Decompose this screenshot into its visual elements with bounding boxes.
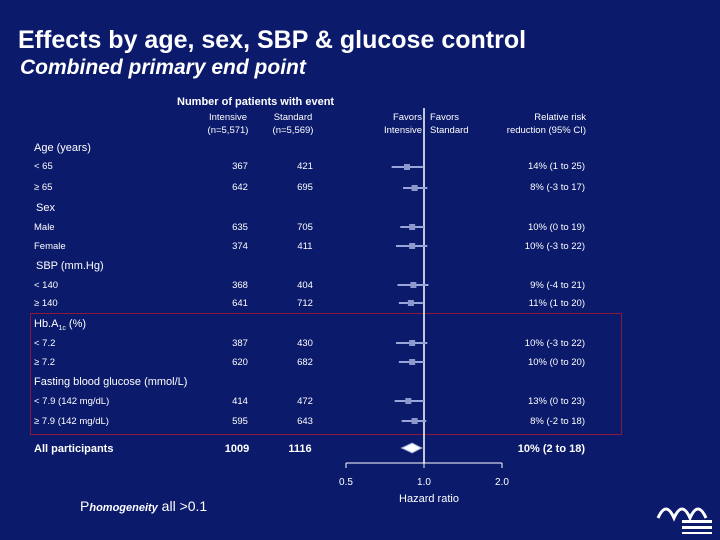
footnote-p: P	[80, 498, 90, 514]
hr-point	[411, 185, 418, 191]
hr-point	[409, 359, 416, 365]
row-rr: 9% (-4 to 21)	[530, 280, 585, 291]
hba1c-highlight-box	[30, 313, 622, 435]
row-standard-count: 712	[297, 298, 313, 309]
row-label: Male	[34, 222, 55, 233]
page-subtitle: Combined primary end point	[20, 56, 306, 79]
row-label: < 7.9 (142 mg/dL)	[34, 396, 110, 407]
row-intensive-count: 387	[232, 338, 248, 349]
overall-intensive-count: 1009	[224, 443, 250, 455]
row-standard-count: 421	[297, 161, 313, 172]
intensive-column-header: Intensive (n=5,571)	[198, 111, 258, 137]
standard-label: Standard	[273, 112, 313, 123]
section-hba1c: Hb.A1c (%)	[34, 318, 86, 332]
page-title: Effects by age, sex, SBP & glucose contr…	[18, 26, 527, 54]
row-rr: 10% (0 to 19)	[527, 222, 585, 233]
row-rr: 10% (0 to 20)	[527, 357, 585, 368]
x-tick-label: 0.5	[339, 477, 353, 488]
row-rr: 14% (1 to 25)	[527, 161, 585, 172]
hr-point	[409, 243, 416, 249]
row-label: ≥ 140	[34, 298, 58, 309]
favors-standard-line1: Favors	[430, 112, 460, 123]
standard-n: (n=5,569)	[272, 125, 314, 136]
section-sbp: SBP (mm.Hg)	[36, 260, 104, 272]
footnote-sub: homogeneity	[89, 502, 158, 514]
row-label: ≥ 7.2	[34, 357, 56, 368]
rr-label-line2: reduction (95% CI)	[506, 125, 586, 136]
favors-intensive-header: Favors Intensive	[370, 111, 422, 137]
row-standard-count: 404	[297, 280, 313, 291]
row-standard-count: 472	[297, 396, 313, 407]
hba1c-unit: (%)	[65, 318, 87, 330]
favors-standard-line2: Standard	[430, 125, 469, 136]
hba1c-sub: 1c	[58, 325, 66, 333]
row-standard-count: 695	[297, 182, 313, 193]
overall-diamond	[400, 442, 423, 454]
row-intensive-count: 595	[232, 416, 248, 427]
row-label: < 140	[34, 280, 59, 291]
intensive-label: Intensive	[208, 112, 248, 123]
row-label: Female	[34, 241, 66, 252]
row-label: < 7.2	[34, 338, 56, 349]
hr-point	[405, 398, 412, 404]
medical-education-network-logo	[656, 507, 712, 534]
row-standard-count: 411	[297, 241, 313, 252]
overall-rr: 10% (2 to 18)	[517, 443, 585, 455]
row-standard-count: 705	[297, 222, 313, 233]
row-rr: 10% (-3 to 22)	[524, 241, 585, 252]
intensive-n: (n=5,571)	[207, 125, 249, 136]
row-label: ≥ 7.9 (142 mg/dL)	[34, 416, 109, 427]
row-standard-count: 430	[297, 338, 313, 349]
row-intensive-count: 374	[232, 241, 248, 252]
favors-standard-header: Favors Standard	[430, 111, 482, 137]
row-label: ≥ 65	[34, 182, 53, 193]
overall-standard-count: 1116	[288, 443, 312, 455]
row-intensive-count: 368	[232, 280, 248, 291]
x-tick-label: 1.0	[417, 477, 431, 488]
row-label: < 65	[34, 161, 53, 172]
section-fbg: Fasting blood glucose (mmol/L)	[34, 376, 188, 388]
favors-intensive-line2: Intensive	[383, 125, 422, 136]
homogeneity-footnote: Phomogeneity all >0.1	[80, 498, 207, 514]
section-age: Age (years)	[34, 142, 91, 154]
hr-point	[411, 418, 418, 424]
row-standard-count: 682	[297, 357, 313, 368]
row-intensive-count: 367	[232, 161, 248, 172]
x-tick-label: 2.0	[495, 477, 509, 488]
hr-point	[409, 224, 416, 230]
row-standard-count: 643	[297, 416, 313, 427]
row-rr: 8% (-3 to 17)	[530, 182, 585, 193]
row-intensive-count: 414	[232, 396, 248, 407]
row-rr: 10% (-3 to 22)	[524, 338, 585, 349]
row-rr: 11% (1 to 20)	[528, 298, 585, 309]
row-intensive-count: 642	[232, 182, 248, 193]
row-intensive-count: 620	[232, 357, 248, 368]
rr-label-line1: Relative risk	[534, 112, 586, 123]
row-rr: 13% (0 to 23)	[527, 396, 585, 407]
footnote-rest: all >0.1	[157, 498, 208, 514]
events-header: Number of patients with event	[177, 96, 335, 108]
standard-column-header: Standard (n=5,569)	[263, 111, 323, 137]
section-sex: Sex	[36, 202, 55, 214]
hr-point	[410, 282, 417, 288]
rr-column-header: Relative risk reduction (95% CI)	[490, 111, 586, 137]
row-intensive-count: 635	[232, 222, 248, 233]
hba1c-main: Hb.A	[34, 318, 59, 330]
hr-point	[409, 340, 416, 346]
overall-label: All participants	[34, 443, 114, 455]
row-rr: 8% (-2 to 18)	[530, 416, 585, 427]
hr-point	[404, 164, 411, 170]
favors-intensive-line1: Favors	[392, 112, 422, 123]
x-axis-label: Hazard ratio	[399, 493, 459, 505]
row-intensive-count: 641	[232, 298, 248, 309]
hr-point	[407, 300, 414, 306]
